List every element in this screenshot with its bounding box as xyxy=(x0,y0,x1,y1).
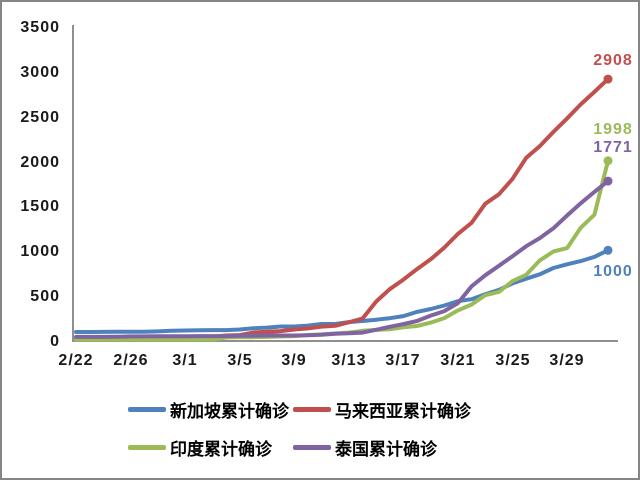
legend-label-thailand: 泰国累计确诊 xyxy=(335,439,437,459)
legend-label-india: 印度累计确诊 xyxy=(170,439,272,459)
y-tick-1000: 1000 xyxy=(20,243,60,260)
legend-item-singapore: 新加坡累计确诊 xyxy=(128,400,293,421)
legend: 新加坡累计确诊 马来西亚累计确诊 印度累计确诊 泰国累计确诊 xyxy=(128,400,471,459)
legend-item-malaysia: 马来西亚累计确诊 xyxy=(293,400,471,421)
end-label-singapore: 1000 xyxy=(593,263,633,280)
y-tick-2000: 2000 xyxy=(20,154,60,171)
legend-label-malaysia: 马来西亚累计确诊 xyxy=(335,401,471,421)
thailand-line-swatch-icon xyxy=(293,444,331,450)
y-tick-1500: 1500 xyxy=(20,198,60,215)
y-tick-3500: 3500 xyxy=(20,19,60,36)
x-tick-3-29: 3/29 xyxy=(549,352,585,369)
legend-item-india: 印度累计确诊 xyxy=(128,438,293,459)
legend-label-singapore: 新加坡累计确诊 xyxy=(170,401,289,421)
x-tick-3-9: 3/9 xyxy=(281,352,307,369)
x-tick-3-21: 3/21 xyxy=(440,352,476,369)
x-axis-line xyxy=(72,340,618,342)
x-tick-3-17: 3/17 xyxy=(385,352,421,369)
x-tick-2-22: 2/22 xyxy=(58,352,94,369)
y-tick-2500: 2500 xyxy=(20,109,60,126)
x-tick-3-5: 3/5 xyxy=(227,352,253,369)
x-tick-3-13: 3/13 xyxy=(331,352,367,369)
end-label-malaysia: 2908 xyxy=(593,52,633,69)
x-tick-3-25: 3/25 xyxy=(495,352,531,369)
malaysia-line-swatch-icon xyxy=(293,406,331,412)
end-label-thailand: 1771 xyxy=(593,139,633,156)
y-tick-3000: 3000 xyxy=(20,64,60,81)
x-tick-2-26: 2/26 xyxy=(113,352,149,369)
y-tick-500: 500 xyxy=(30,288,60,305)
legend-item-thailand: 泰国累计确诊 xyxy=(293,438,471,459)
singapore-line-swatch-icon xyxy=(128,406,166,412)
y-axis-line xyxy=(72,25,74,342)
end-label-india: 1998 xyxy=(593,121,633,138)
india-line-swatch-icon xyxy=(128,444,166,450)
y-tick-0: 0 xyxy=(50,333,60,350)
x-tick-3-1: 3/1 xyxy=(172,352,198,369)
